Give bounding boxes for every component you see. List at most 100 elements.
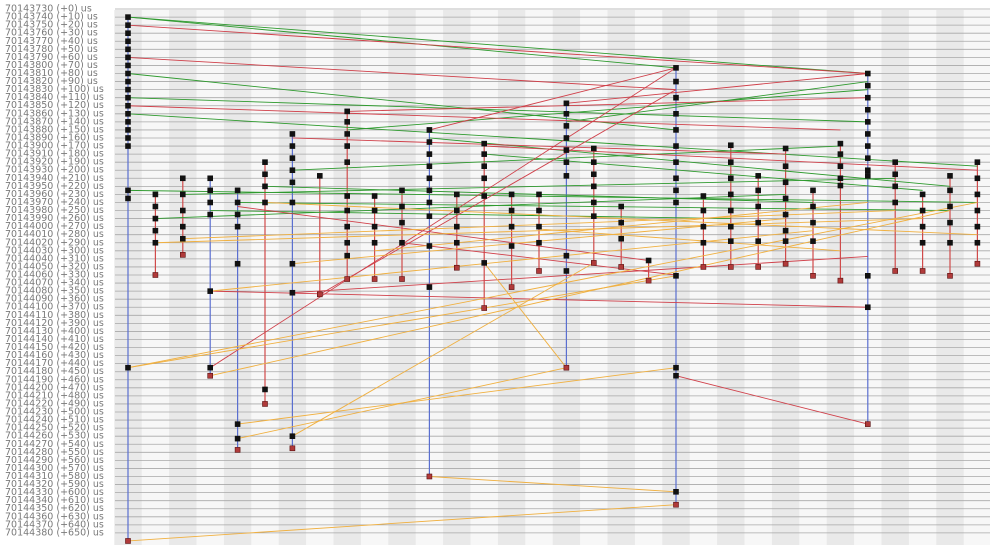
message-link (127, 16, 868, 74)
event (481, 193, 488, 199)
event (864, 421, 871, 427)
event (125, 70, 131, 77)
lane-stripe (443, 10, 471, 545)
event (673, 159, 679, 165)
event (207, 372, 213, 379)
event (536, 239, 542, 246)
y-tick-label: 70144070 (+340) us (5, 278, 104, 289)
links (127, 16, 978, 542)
event (453, 239, 460, 246)
event (837, 163, 844, 169)
event (727, 175, 734, 182)
event (426, 163, 433, 169)
event (919, 207, 926, 214)
event (673, 187, 679, 194)
event (810, 187, 816, 194)
y-tick-label: 70143840 (+110) us (5, 92, 104, 103)
event (947, 219, 953, 226)
event (563, 252, 570, 259)
y-tick-label: 70143890 (+160) us (5, 132, 104, 143)
message-link (538, 228, 841, 252)
event (700, 239, 707, 246)
event (180, 191, 186, 198)
message-link (209, 67, 677, 369)
event (289, 131, 296, 137)
event (755, 203, 762, 210)
y-tick-label: 70144100 (+370) us (5, 302, 104, 313)
message-link (264, 202, 978, 236)
event (207, 187, 213, 194)
event (426, 243, 433, 249)
event (700, 193, 707, 199)
event (892, 159, 899, 165)
y-tick-label: 70143940 (+210) us (5, 173, 104, 184)
event (727, 207, 734, 214)
message-link (155, 218, 923, 244)
event (125, 62, 131, 69)
event (344, 239, 351, 246)
event (453, 191, 460, 198)
event (947, 203, 953, 210)
y-tick-label: 70144180 (+450) us (5, 366, 104, 377)
event (234, 223, 241, 230)
event (399, 219, 405, 226)
y-tick-label: 70144170 (+440) us (5, 358, 104, 369)
event (536, 223, 542, 230)
event (864, 155, 871, 161)
event (700, 223, 707, 230)
message-link (237, 202, 951, 211)
event (508, 191, 515, 198)
event (262, 401, 268, 407)
event (810, 219, 816, 226)
y-tick-label: 70143910 (+180) us (5, 149, 104, 160)
y-tick-label: 70144270 (+540) us (5, 439, 104, 450)
event (426, 139, 433, 145)
event (508, 284, 515, 290)
event (289, 155, 296, 161)
event (727, 264, 734, 270)
event (782, 238, 789, 244)
event (399, 276, 405, 282)
event (673, 65, 679, 71)
event (590, 213, 597, 219)
event (125, 54, 131, 61)
event (426, 284, 433, 290)
event (727, 159, 734, 165)
y-tick-label: 70144030 (+300) us (5, 245, 104, 256)
event (810, 238, 816, 244)
y-tick-label: 70144320 (+590) us (5, 479, 104, 490)
event (700, 264, 707, 270)
event (262, 171, 268, 178)
event (974, 207, 981, 214)
event (344, 276, 351, 282)
event (563, 173, 570, 179)
message-link (210, 230, 814, 292)
event (755, 187, 762, 194)
message-link (127, 105, 841, 131)
event (125, 187, 131, 194)
event (207, 199, 213, 206)
event (481, 305, 488, 311)
event (673, 273, 679, 279)
y-tick-label: 70143740 (+10) us (5, 12, 98, 23)
event (125, 119, 131, 125)
y-tick-label: 70144250 (+520) us (5, 423, 104, 434)
event (262, 183, 268, 190)
y-tick-label: 70143770 (+40) us (5, 36, 98, 47)
event (810, 203, 816, 210)
event (426, 213, 433, 219)
y-tick-label: 70144380 (+650) us (5, 527, 104, 538)
y-tick-label: 70143990 (+260) us (5, 213, 104, 224)
message-link (237, 367, 677, 425)
y-tick-label: 70144260 (+530) us (5, 431, 104, 442)
event (426, 187, 433, 194)
y-tick-label: 70143870 (+140) us (5, 116, 104, 127)
event (371, 276, 378, 282)
lane-stripe (607, 10, 635, 545)
event (234, 447, 241, 453)
event (125, 38, 131, 45)
event (919, 223, 926, 230)
event (371, 239, 378, 246)
event (344, 252, 351, 259)
y-tick-label: 70144280 (+550) us (5, 447, 104, 458)
